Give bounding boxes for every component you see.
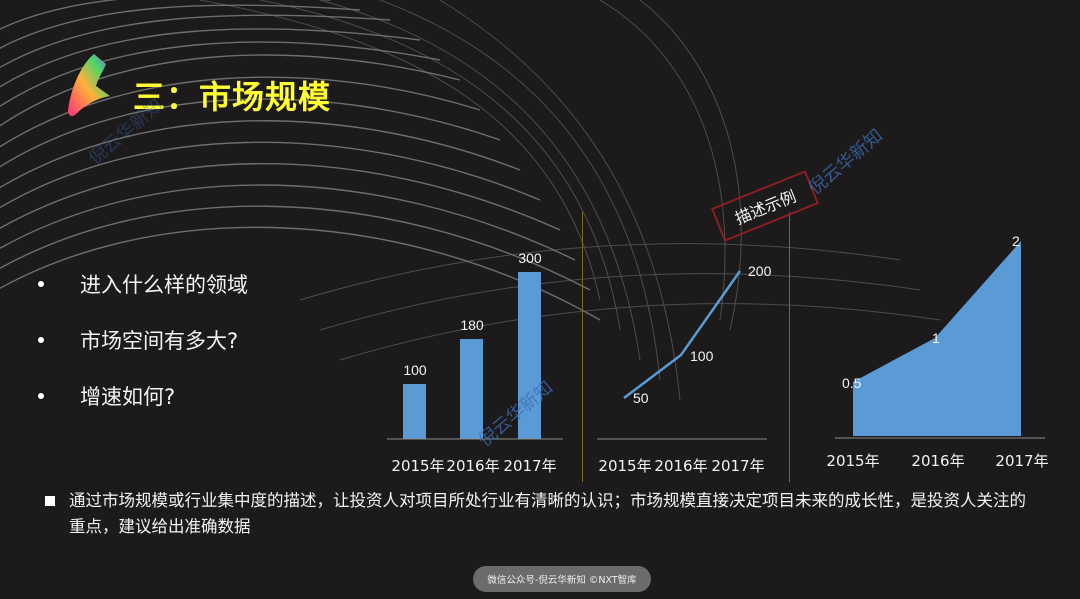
bar-category-label: 2017年 <box>503 457 556 475</box>
area-category-label: 2015年 <box>826 452 879 470</box>
bullet-dot-icon <box>38 281 44 287</box>
line-chart-svg: 50 100 200 2015年 2016年 2017年 <box>597 263 772 475</box>
line-category-label: 2016年 <box>654 457 707 475</box>
chart-divider <box>789 212 790 482</box>
bullet-item: 增速如何? <box>38 368 248 424</box>
bullet-item: 市场空间有多大? <box>38 312 248 368</box>
bullet-dot-icon <box>38 337 44 343</box>
bullet-text: 增速如何? <box>80 385 176 409</box>
line-series <box>623 270 742 399</box>
bar-category-label: 2015年 <box>391 457 444 475</box>
area-chart: 0.5 1 2 2015年 2016年 2017年 <box>820 230 1060 474</box>
area-value-label: 2 <box>1012 233 1020 249</box>
bar-value-label: 300 <box>518 250 542 266</box>
area-series <box>853 241 1021 436</box>
area-category-label: 2016年 <box>911 452 964 470</box>
area-chart-svg: 0.5 1 2 2015年 2016年 2017年 <box>826 233 1048 470</box>
bar-chart-svg: 100 180 300 2015年 2016年 2017年 <box>387 250 563 475</box>
square-bullet-icon <box>45 496 55 506</box>
line-value-label: 100 <box>690 348 714 364</box>
bar-value-label: 180 <box>460 317 484 333</box>
area-value-label: 1 <box>932 330 940 346</box>
bar-value-label: 100 <box>403 362 427 378</box>
area-value-label: 0.5 <box>842 375 862 391</box>
bar-chart: 100 180 300 2015年 2016年 2017年 <box>385 240 575 484</box>
line-category-label: 2015年 <box>598 457 651 475</box>
bar-2017 <box>518 272 541 439</box>
bullet-dot-icon <box>38 393 44 399</box>
logo-icon <box>68 54 110 117</box>
slide-title: 三：市场规模 <box>133 78 332 116</box>
line-value-label: 50 <box>633 390 649 406</box>
bar-2015 <box>403 384 426 439</box>
area-category-label: 2017年 <box>995 452 1048 470</box>
bullet-text: 进入什么样的领域 <box>80 273 248 297</box>
bullet-list: 进入什么样的领域 市场空间有多大? 增速如何? <box>38 256 248 424</box>
chart-divider <box>582 212 583 482</box>
bottom-note: 通过市场规模或行业集中度的描述，让投资人对项目所处行业有清晰的认识；市场规模直接… <box>45 488 1035 540</box>
footer-text: 微信公众号-倪云华新知 ©NXT智库 <box>487 575 637 586</box>
footer-credit: 微信公众号-倪云华新知 ©NXT智库 <box>473 566 651 592</box>
note-text: 通过市场规模或行业集中度的描述，让投资人对项目所处行业有清晰的认识；市场规模直接… <box>69 491 1026 536</box>
line-chart: 50 100 200 2015年 2016年 2017年 <box>595 240 785 484</box>
line-value-label: 200 <box>748 263 772 279</box>
bullet-item: 进入什么样的领域 <box>38 256 248 312</box>
bar-category-label: 2016年 <box>446 457 499 475</box>
bar-2016 <box>460 339 483 439</box>
line-category-label: 2017年 <box>711 457 764 475</box>
bullet-text: 市场空间有多大? <box>80 329 239 353</box>
